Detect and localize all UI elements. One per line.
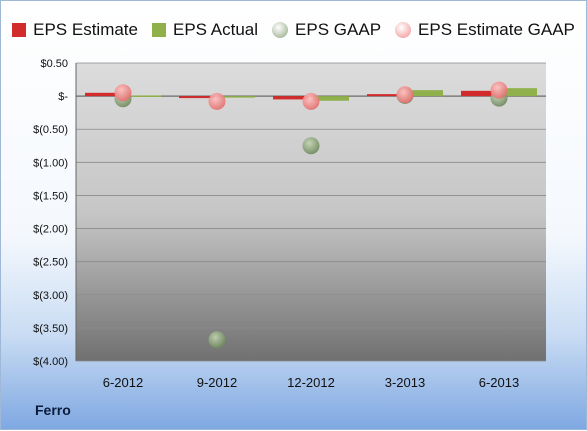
eps-estimate-bar	[461, 90, 497, 97]
legend-swatch	[151, 23, 166, 37]
eps-estimate-bar	[273, 96, 309, 100]
y-tick-label: $(3.50)	[33, 323, 68, 335]
y-tick-label: $0.50	[40, 58, 68, 70]
legend-item: EPS Estimate GAAP	[395, 20, 575, 40]
y-tick-label: $(0.50)	[33, 124, 68, 136]
eps-gaap-point	[302, 137, 320, 155]
eps-estimate-gaap-point	[302, 92, 320, 110]
eps-actual-bar	[501, 88, 537, 97]
legend-swatch	[272, 22, 289, 38]
legend-swatch	[12, 23, 27, 37]
legend-item: EPS GAAP	[272, 20, 381, 40]
legend-label: EPS Estimate GAAP	[418, 20, 575, 39]
legend-item: EPS Estimate	[12, 20, 138, 40]
eps-estimate-gaap-point	[396, 86, 414, 104]
eps-gaap-point	[208, 331, 226, 349]
company-name: Ferro	[35, 402, 71, 418]
eps-actual-bar	[407, 90, 443, 97]
eps-estimate-bar	[367, 94, 403, 97]
eps-estimate-gaap-point	[114, 84, 132, 102]
eps-estimate-gaap-point	[490, 81, 508, 99]
eps-estimate-bar	[85, 92, 121, 97]
legend-swatch	[395, 22, 412, 38]
y-tick-label: $(1.00)	[33, 157, 68, 169]
chart-legend: EPS Estimate EPS Actual EPS GAAP EPS Estima…	[1, 15, 586, 45]
y-tick-label: $(2.00)	[33, 224, 68, 236]
y-tick-label: $(4.00)	[33, 356, 68, 368]
x-tick-label: 12-2012	[287, 375, 335, 390]
eps-actual-bar	[125, 95, 161, 97]
y-tick-label: $(2.50)	[33, 257, 68, 269]
eps-estimate-gaap-point	[208, 92, 226, 110]
eps-estimate-bar	[179, 96, 215, 99]
eps-actual-bar	[219, 96, 255, 98]
legend-label: EPS Estimate	[33, 20, 138, 39]
y-tick-label: $-	[58, 91, 68, 103]
x-tick-label: 6-2012	[103, 375, 143, 390]
legend-label: EPS Actual	[172, 20, 259, 39]
y-tick-label: $(3.00)	[33, 290, 68, 302]
x-tick-label: 9-2012	[197, 375, 237, 390]
legend-item: EPS Actual	[151, 20, 259, 40]
legend-label: EPS GAAP	[295, 20, 382, 39]
x-tick-label: 3-2013	[385, 375, 425, 390]
eps-actual-bar	[313, 96, 349, 101]
plot-area	[76, 63, 546, 361]
y-tick-label: $(1.50)	[33, 190, 68, 202]
x-tick-label: 6-2013	[479, 375, 519, 390]
